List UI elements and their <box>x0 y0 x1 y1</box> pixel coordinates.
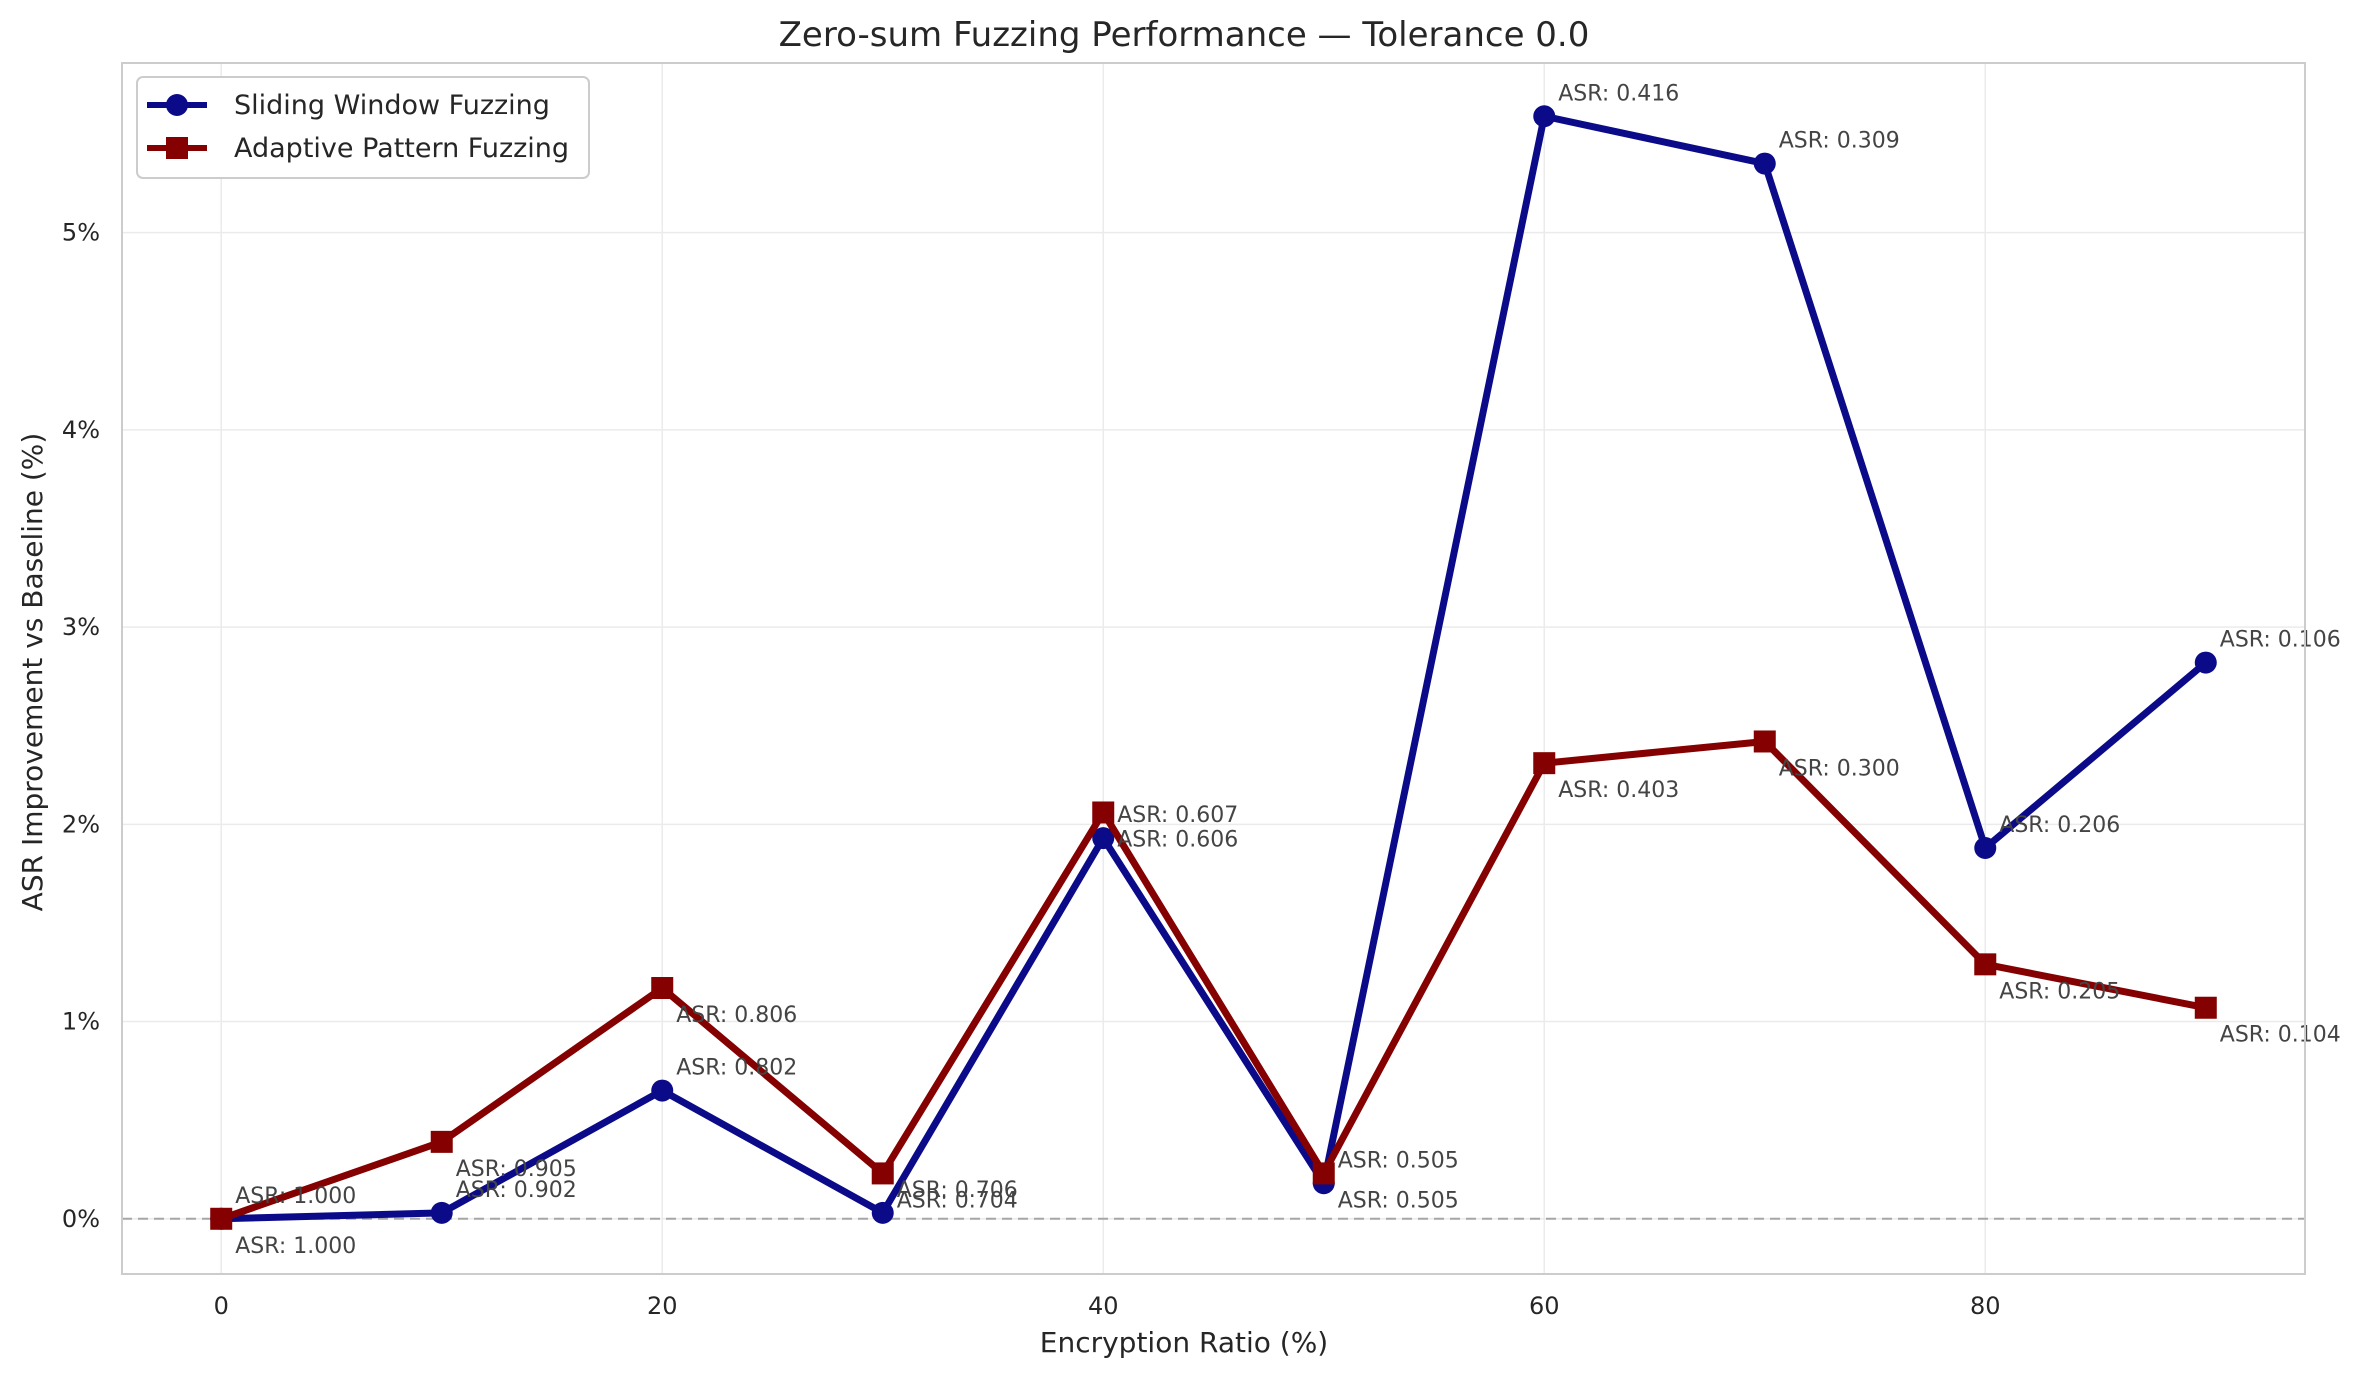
data-point <box>1092 801 1115 824</box>
data-label: ASR: 0.309 <box>1779 129 1900 154</box>
annotation-layer: ASR: 1.000 ASR: 0.902 ASR: 0.802 ASR: 0.706… <box>235 81 2341 1259</box>
grid <box>122 63 2305 1274</box>
x-axis-label: Encryption Ratio (%) <box>1040 1326 1328 1359</box>
data-label: ASR: 0.206 <box>1999 813 2120 838</box>
y-tick-label: 2% <box>62 810 100 838</box>
data-label: ASR: 0.104 <box>2220 1023 2341 1048</box>
data-label: ASR: 0.505 <box>1338 1148 1459 1173</box>
data-label: ASR: 1.000 <box>235 1234 356 1259</box>
series-line <box>217 737 2210 1223</box>
y-axis-label: ASR Improvement vs Baseline (%) <box>16 433 49 912</box>
y-tick-label: 0% <box>62 1205 100 1233</box>
data-point <box>2194 651 2217 674</box>
data-label: ASR: 0.802 <box>676 1056 797 1081</box>
x-tick-label: 60 <box>1529 1292 1560 1320</box>
x-tick-label: 20 <box>647 1292 678 1320</box>
y-tick-label: 1% <box>62 1008 100 1036</box>
data-point <box>871 1201 894 1224</box>
data-point <box>1974 836 1997 859</box>
data-point <box>210 1207 233 1230</box>
data-point <box>1533 752 1556 775</box>
series-adaptive-pattern <box>210 730 2217 1230</box>
legend: Sliding Window Fuzzing Adaptive Pattern … <box>136 76 590 179</box>
legend-marker-sliding-window <box>166 94 188 116</box>
data-label: ASR: 1.000 <box>235 1184 356 1209</box>
data-label: ASR: 0.300 <box>1779 756 1900 781</box>
data-point <box>1974 953 1997 976</box>
chart-title: Zero-sum Fuzzing Performance — Tolerance… <box>779 15 1590 55</box>
data-point <box>1753 730 1776 753</box>
data-point <box>2194 996 2217 1019</box>
plot-frame <box>121 62 2306 1275</box>
data-point <box>1312 1162 1335 1185</box>
data-point <box>651 977 674 1000</box>
data-point <box>871 1162 894 1185</box>
data-label: ASR: 0.704 <box>897 1188 1018 1213</box>
data-label: ASR: 0.416 <box>1558 81 1679 106</box>
y-tick-label: 3% <box>62 613 100 641</box>
legend-marker-adaptive-pattern <box>166 137 188 159</box>
data-point <box>651 1079 674 1102</box>
data-label: ASR: 0.606 <box>1117 827 1238 852</box>
data-label: ASR: 0.806 <box>676 1003 797 1028</box>
data-label: ASR: 0.106 <box>2220 628 2341 653</box>
y-tick-label: 4% <box>62 416 100 444</box>
series-layer <box>210 105 2217 1230</box>
x-tick-label: 80 <box>1970 1292 2001 1320</box>
legend-label-sliding-window: Sliding Window Fuzzing <box>234 90 550 121</box>
y-axis-ticks: 0% 1% 2% 3% 4% 5% <box>62 219 100 1233</box>
legend-label-adaptive-pattern: Adaptive Pattern Fuzzing <box>234 133 569 164</box>
data-point <box>1533 105 1556 128</box>
legend-box <box>136 76 590 179</box>
data-label: ASR: 0.902 <box>456 1178 577 1203</box>
data-point <box>430 1201 453 1224</box>
data-label: ASR: 0.607 <box>1117 803 1238 828</box>
x-tick-label: 40 <box>1088 1292 1119 1320</box>
data-point <box>1092 827 1115 850</box>
data-point <box>430 1130 453 1153</box>
data-label: ASR: 0.706 <box>897 1178 1018 1203</box>
data-label: ASR: 0.505 <box>1338 1188 1459 1213</box>
x-tick-label: 0 <box>214 1292 229 1320</box>
data-label: ASR: 0.205 <box>1999 979 2120 1004</box>
data-label: ASR: 0.905 <box>456 1157 577 1182</box>
data-point <box>1753 152 1776 175</box>
data-label: ASR: 0.403 <box>1558 778 1679 803</box>
series-line <box>217 112 2210 1223</box>
x-axis-ticks: 0 20 40 60 80 <box>214 1292 2001 1320</box>
y-tick-label: 5% <box>62 219 100 247</box>
